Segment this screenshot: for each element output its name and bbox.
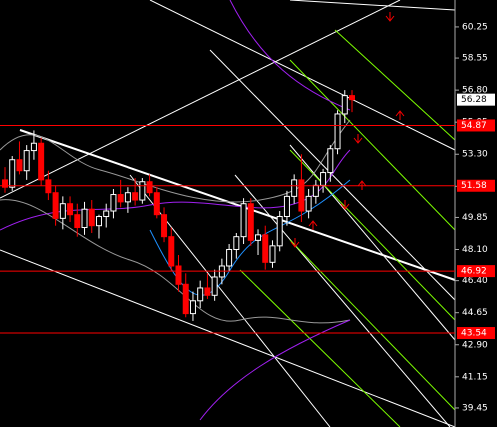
candle-body: [197, 287, 204, 302]
arrow: [340, 200, 350, 210]
candle-body: [117, 194, 124, 203]
band-line: [0, 119, 351, 203]
candle-body: [182, 283, 189, 315]
moving-average: [199, 319, 351, 421]
candle-body: [146, 181, 153, 194]
candle-body: [189, 300, 196, 315]
candle-body: [175, 265, 182, 285]
channel-line: [289, 149, 456, 321]
candle-body: [161, 214, 168, 238]
trend-line: [234, 174, 451, 427]
trend-line: [0, 0, 401, 199]
level-label: 43.54: [461, 329, 487, 339]
candle-body: [139, 181, 146, 201]
candle-body: [9, 159, 16, 188]
candle-body: [52, 192, 59, 219]
candle-body: [327, 148, 334, 174]
candle-body: [59, 203, 66, 219]
arrow: [385, 12, 395, 22]
y-tick-label: 60.25: [462, 22, 488, 32]
candle-body: [124, 192, 131, 203]
candle-body: [16, 159, 23, 172]
candle-body: [204, 287, 211, 296]
trend-line: [289, 0, 456, 11]
candle-body: [88, 208, 95, 227]
candle-body: [291, 179, 298, 197]
candle-body: [312, 184, 319, 197]
y-tick-label: 48.10: [462, 245, 488, 255]
band-line: [0, 199, 351, 324]
level-label-box: [457, 327, 495, 340]
candle-body: [95, 216, 102, 227]
candle-body: [269, 245, 276, 263]
candle-body: [349, 95, 355, 101]
candle-body: [283, 195, 290, 218]
candle-body: [132, 192, 139, 201]
candle-body: [247, 203, 254, 241]
arrow: [290, 238, 300, 248]
channel-line: [334, 29, 456, 141]
arrow: [308, 220, 318, 230]
candle-body: [81, 208, 88, 229]
candle-body: [262, 234, 269, 263]
channel-line: [239, 269, 401, 427]
y-tick-label: 41.15: [462, 372, 488, 382]
candle-body: [153, 192, 160, 216]
candle-body: [233, 236, 240, 250]
y-tick-label: 39.45: [462, 403, 488, 413]
trend-line: [289, 144, 456, 341]
channel-line: [289, 239, 456, 411]
level-label-box: [457, 119, 495, 132]
trend-line: [0, 249, 456, 427]
candle-body: [30, 142, 37, 152]
candle-body: [103, 210, 110, 218]
y-tick-label: 49.85: [462, 213, 488, 223]
candle-body: [255, 234, 262, 241]
candle-body: [320, 172, 327, 186]
candle-body: [74, 214, 81, 229]
y-tick-label: 44.65: [462, 308, 488, 318]
candle-body: [341, 95, 348, 115]
y-tick-label: 42.90: [462, 340, 488, 350]
candle-body: [110, 194, 117, 212]
candle-body: [334, 113, 341, 150]
candle-body: [240, 203, 247, 238]
candle-body: [38, 142, 45, 181]
candle-body: [276, 216, 283, 247]
candle-body: [45, 179, 52, 194]
candle-body: [168, 236, 175, 267]
candle-body: [67, 203, 74, 216]
y-tick-label: 53.30: [462, 150, 488, 160]
level-label: 46.92: [461, 267, 487, 277]
level-label: 54.87: [461, 121, 487, 131]
current-price-label: 56.28: [461, 95, 487, 105]
moving-average: [229, 0, 351, 111]
y-tick-label: 56.80: [462, 86, 488, 96]
candle-body: [298, 179, 305, 212]
candle-body: [305, 195, 312, 212]
level-label-box: [457, 179, 495, 192]
y-tick-label: 58.55: [462, 54, 488, 64]
candle-body: [23, 150, 30, 172]
level-label: 51.58: [461, 181, 487, 191]
candle-body: [211, 276, 218, 296]
candle-body: [2, 179, 8, 188]
candle-body: [226, 248, 233, 267]
level-label-box: [457, 265, 495, 278]
current-price-box: [457, 93, 495, 106]
trend-line: [209, 49, 456, 301]
channel-line: [289, 59, 456, 231]
arrow: [353, 134, 363, 144]
y-tick-label: 46.40: [462, 276, 488, 286]
arrow: [395, 110, 405, 120]
